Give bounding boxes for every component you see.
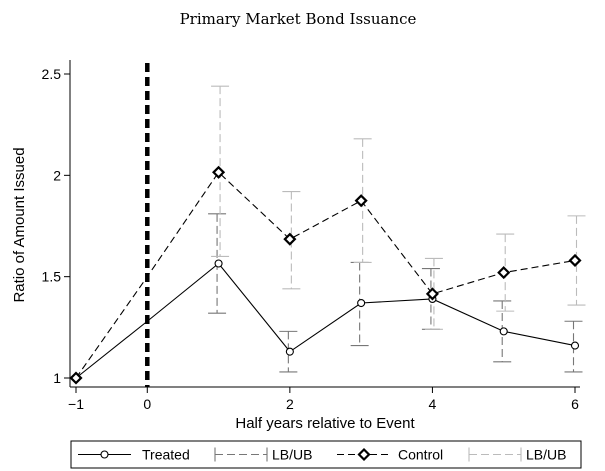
error-bars: [208, 85, 586, 373]
x-tick-label: 6: [571, 396, 579, 412]
point-treated: [570, 341, 580, 350]
series-line-treated: [75, 262, 576, 379]
point-treated: [285, 347, 294, 356]
series-markers: [69, 165, 582, 385]
legend-label: LB/UB: [526, 447, 566, 463]
point-treated: [214, 259, 223, 268]
y-tick-label: 2.5: [42, 66, 62, 82]
point-control: [497, 266, 511, 280]
axes: 1 1.5 2 2.5 −1 0 2 4 6: [42, 60, 580, 412]
point-treated: [499, 327, 508, 336]
y-tick-label: 1: [53, 370, 61, 386]
legend-label: Control: [398, 447, 443, 463]
series-lines: [75, 171, 576, 379]
y-tick-label: 2: [53, 167, 61, 183]
series-line-control: [75, 171, 576, 379]
x-tick-label: 2: [286, 396, 294, 412]
legend: Treated LB/UB Control LB/UB: [70, 440, 582, 469]
legend-marker-control: [357, 447, 371, 462]
y-axis-label: Ratio of Amount Issued: [11, 147, 28, 302]
point-control: [568, 253, 582, 268]
x-tick-label: 0: [143, 396, 151, 412]
point-control: [425, 287, 439, 301]
y-tick-label: 1.5: [42, 269, 62, 285]
x-tick-label: −1: [68, 396, 84, 412]
x-axis-label: Half years relative to Event: [235, 415, 415, 432]
legend-marker-treated: [100, 450, 109, 459]
point-control: [283, 232, 297, 246]
point-control: [212, 165, 226, 179]
legend-label: LB/UB: [272, 447, 312, 463]
x-tick-label: 4: [429, 396, 437, 412]
point-control: [69, 371, 83, 385]
legend-label: Treated: [142, 447, 190, 463]
chart-title: Primary Market Bond Issuance: [180, 10, 417, 28]
point-control: [354, 194, 368, 208]
point-treated: [357, 298, 366, 308]
